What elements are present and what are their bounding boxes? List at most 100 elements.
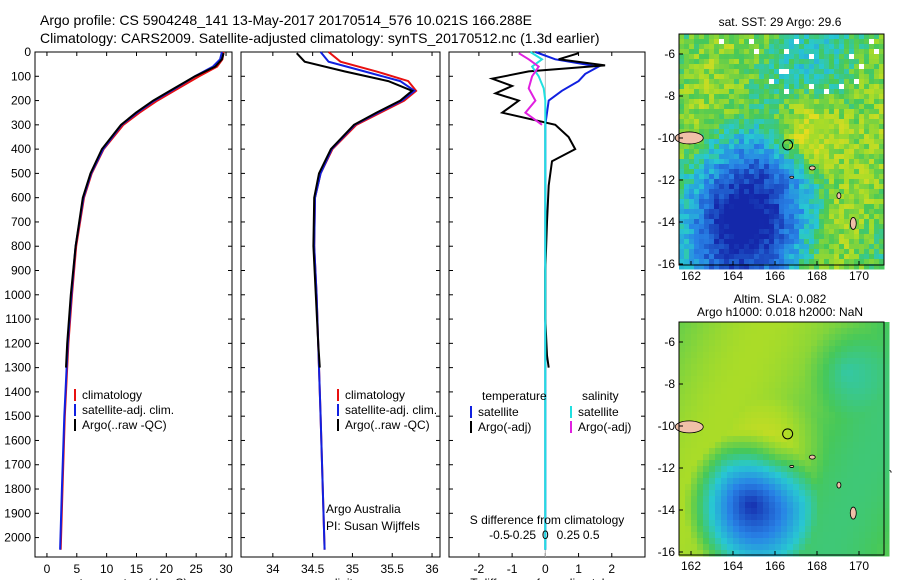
map-cell	[715, 346, 722, 353]
map-cell	[869, 39, 875, 45]
map-cell	[871, 448, 878, 455]
map-cell	[804, 79, 810, 85]
map-cell	[823, 406, 830, 413]
map-cell	[794, 109, 800, 115]
map-cell	[699, 219, 705, 225]
map-cell	[727, 334, 734, 341]
map-cell	[779, 194, 785, 200]
map-cell	[814, 109, 820, 115]
map-cell	[844, 174, 850, 180]
map-cell	[745, 382, 752, 389]
map-cell	[714, 119, 720, 125]
map-cell	[809, 244, 815, 250]
map-cell	[739, 244, 745, 250]
map-cell	[817, 376, 824, 383]
map-cell	[704, 129, 710, 135]
map-cell	[817, 496, 824, 503]
map-cell	[751, 322, 758, 329]
map-cell	[874, 204, 880, 210]
map-cell	[814, 124, 820, 130]
map-cell	[739, 490, 746, 497]
map-y-tick-label: -16	[658, 545, 676, 559]
map-cell	[754, 234, 760, 240]
map-cell	[719, 109, 725, 115]
map-cell	[715, 484, 722, 491]
map-cell	[679, 370, 686, 377]
map-cell	[727, 478, 734, 485]
map-cell	[859, 412, 866, 419]
map-cell	[864, 94, 870, 100]
map-cell	[879, 99, 885, 105]
map-cell	[739, 74, 745, 80]
map-cell	[729, 139, 735, 145]
map-cell	[799, 119, 805, 125]
map-cell	[699, 154, 705, 160]
map-cell	[769, 64, 775, 70]
map-cell	[829, 199, 835, 205]
map-cell	[699, 229, 705, 235]
map-cell	[789, 224, 795, 230]
map-cell	[679, 44, 685, 50]
map-cell	[877, 460, 884, 467]
map-cell	[847, 544, 854, 551]
map-cell	[804, 249, 810, 255]
map-cell	[817, 358, 824, 365]
map-cell	[869, 94, 875, 100]
x-tick-label: 5	[73, 562, 80, 576]
map-cell	[784, 164, 790, 170]
map-cell	[679, 448, 686, 455]
map-cell	[745, 376, 752, 383]
map-cell	[799, 44, 805, 50]
map-cell	[719, 209, 725, 215]
map-cell	[847, 382, 854, 389]
map-cell	[859, 39, 865, 45]
map-cell	[854, 179, 860, 185]
map-cell	[859, 124, 865, 130]
map-cell	[841, 454, 848, 461]
map-cell	[721, 436, 728, 443]
map-cell	[779, 189, 785, 195]
map-cell	[704, 234, 710, 240]
map-cell	[759, 84, 765, 90]
map-cell	[859, 544, 866, 551]
map-cell	[754, 209, 760, 215]
map-cell	[679, 189, 685, 195]
map-cell	[877, 358, 884, 365]
map-cell	[699, 149, 705, 155]
map-cell	[679, 400, 686, 407]
map-cell	[769, 239, 775, 245]
map-cell	[694, 244, 700, 250]
x-tick-label: 35	[346, 562, 360, 576]
map-cell	[764, 234, 770, 240]
map-cell	[727, 328, 734, 335]
map-cell	[853, 526, 860, 533]
map-cell	[787, 490, 794, 497]
map-cell	[779, 254, 785, 260]
map-cell	[864, 44, 870, 50]
map-cell	[805, 412, 812, 419]
map-cell	[734, 224, 740, 230]
map-cell	[744, 239, 750, 245]
map-cell	[719, 234, 725, 240]
map-cell	[784, 99, 790, 105]
map-cell	[874, 129, 880, 135]
map-cell	[733, 370, 740, 377]
map-cell	[834, 199, 840, 205]
map-cell	[841, 478, 848, 485]
map-cell	[835, 526, 842, 533]
map-cell	[883, 346, 890, 353]
map-cell	[859, 119, 865, 125]
map-cell	[781, 430, 788, 437]
map-cell	[721, 418, 728, 425]
map-cell	[774, 249, 780, 255]
sst-map-title: sat. SST: 29 Argo: 29.6	[718, 15, 842, 29]
map-cell	[804, 34, 810, 40]
map-cell	[834, 259, 840, 265]
map-cell	[769, 204, 775, 210]
map-cell	[739, 39, 745, 45]
map-cell	[839, 89, 845, 95]
map-cell	[727, 532, 734, 539]
map-cell	[754, 109, 760, 115]
map-cell	[679, 388, 686, 395]
map-cell	[799, 249, 805, 255]
